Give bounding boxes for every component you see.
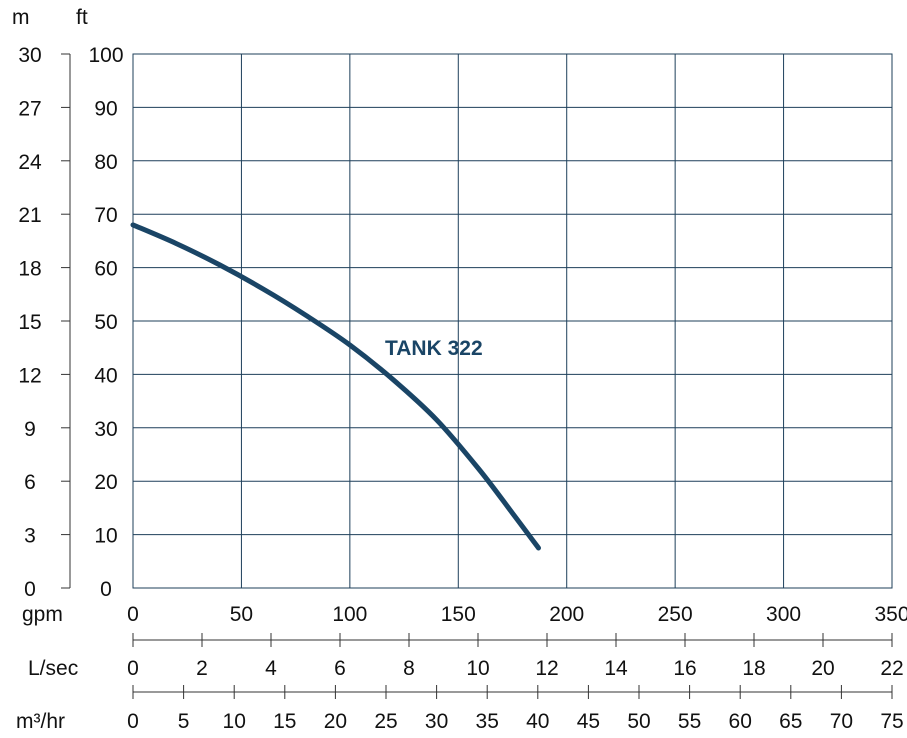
lsec-tick-label: 6 bbox=[334, 657, 346, 680]
y-ft-tick-label: 20 bbox=[94, 471, 117, 494]
y-ft-tick-label: 100 bbox=[88, 44, 123, 67]
y-ft-tick-label: 50 bbox=[94, 311, 117, 334]
gpm-tick-label: 150 bbox=[441, 603, 476, 626]
lsec-tick-label: 4 bbox=[265, 657, 277, 680]
m3hr-tick-label: 50 bbox=[627, 710, 650, 733]
y-m-tick-label: 0 bbox=[24, 578, 36, 601]
y-m-tick-label: 15 bbox=[18, 311, 41, 334]
lsec-tick-label: 22 bbox=[880, 657, 903, 680]
gpm-tick-label: 350 bbox=[874, 603, 907, 626]
y-m-tick-label: 18 bbox=[18, 258, 41, 281]
gpm-unit-label: gpm bbox=[22, 603, 63, 626]
y-m-tick-label: 30 bbox=[18, 44, 41, 67]
m3hr-unit-label: m³/hr bbox=[16, 710, 65, 733]
ft-unit-label: ft bbox=[76, 6, 88, 29]
m3hr-tick-label: 60 bbox=[729, 710, 752, 733]
lsec-tick-label: 12 bbox=[535, 657, 558, 680]
series-label-tank-322: TANK 322 bbox=[385, 337, 483, 360]
lsec-unit-label: L/sec bbox=[28, 657, 78, 680]
lsec-tick-label: 2 bbox=[196, 657, 208, 680]
y-ft-tick-label: 40 bbox=[94, 364, 117, 387]
y-m-tick-label: 27 bbox=[18, 97, 41, 120]
gpm-tick-label: 200 bbox=[549, 603, 584, 626]
m3hr-tick-label: 35 bbox=[476, 710, 499, 733]
gpm-tick-label: 100 bbox=[332, 603, 367, 626]
m3hr-tick-label: 25 bbox=[374, 710, 397, 733]
lsec-tick-label: 16 bbox=[673, 657, 696, 680]
m3hr-tick-label: 15 bbox=[273, 710, 296, 733]
y-m-tick-label: 21 bbox=[18, 204, 41, 227]
m3hr-tick-label: 45 bbox=[577, 710, 600, 733]
gpm-tick-label: 300 bbox=[766, 603, 801, 626]
y-ft-tick-label: 60 bbox=[94, 258, 117, 281]
y-m-tick-label: 3 bbox=[24, 525, 36, 548]
lsec-tick-label: 14 bbox=[604, 657, 628, 680]
y-ft-tick-label: 10 bbox=[94, 525, 117, 548]
y-ft-tick-label: 30 bbox=[94, 418, 117, 441]
m3hr-tick-label: 55 bbox=[678, 710, 701, 733]
m3hr-tick-label: 40 bbox=[526, 710, 549, 733]
lsec-tick-label: 18 bbox=[742, 657, 765, 680]
grid bbox=[132, 53, 893, 589]
lsec-tick-label: 8 bbox=[403, 657, 415, 680]
axes bbox=[61, 53, 893, 699]
m3hr-tick-label: 70 bbox=[830, 710, 853, 733]
y-m-tick-label: 9 bbox=[24, 418, 36, 441]
m-unit-label: m bbox=[12, 6, 30, 29]
y-m-tick-label: 6 bbox=[24, 471, 36, 494]
m3hr-tick-label: 30 bbox=[425, 710, 448, 733]
m3hr-tick-label: 10 bbox=[223, 710, 246, 733]
y-m-tick-label: 24 bbox=[18, 151, 42, 174]
m3hr-tick-label: 5 bbox=[178, 710, 190, 733]
lsec-tick-label: 20 bbox=[811, 657, 834, 680]
gpm-tick-label: 50 bbox=[230, 603, 253, 626]
lsec-tick-label: 0 bbox=[127, 657, 139, 680]
gpm-tick-label: 250 bbox=[658, 603, 693, 626]
m3hr-tick-label: 75 bbox=[880, 710, 903, 733]
y-ft-tick-label: 90 bbox=[94, 97, 117, 120]
y-ft-tick-label: 0 bbox=[100, 578, 112, 601]
y-ft-tick-label: 80 bbox=[94, 151, 117, 174]
m3hr-tick-label: 65 bbox=[779, 710, 802, 733]
m3hr-tick-label: 20 bbox=[324, 710, 347, 733]
gpm-tick-label: 0 bbox=[127, 603, 139, 626]
m3hr-tick-label: 0 bbox=[127, 710, 139, 733]
y-ft-tick-label: 70 bbox=[94, 204, 117, 227]
lsec-tick-label: 10 bbox=[466, 657, 489, 680]
series-line-tank-322 bbox=[130, 222, 541, 551]
y-m-tick-label: 12 bbox=[18, 364, 41, 387]
